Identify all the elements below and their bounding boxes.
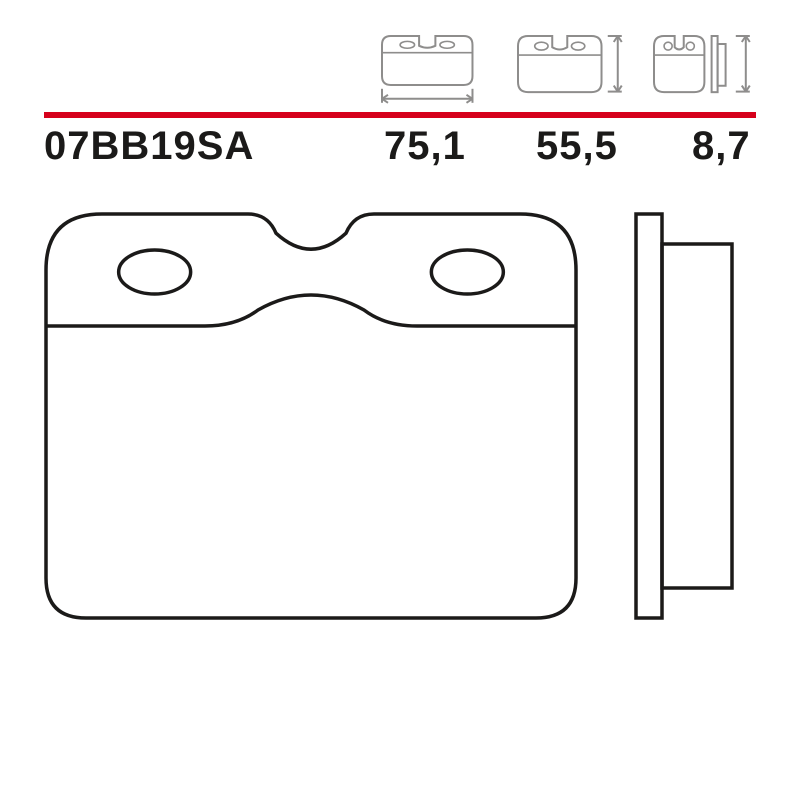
- dimension-height-value: 55,5: [536, 124, 618, 169]
- red-separator-rule: [44, 112, 756, 118]
- page-root: 07BB19SA 75,1 55,5 8,7: [0, 0, 800, 800]
- part-number: 07BB19SA: [44, 124, 254, 169]
- technical-drawing-svg: [0, 210, 800, 770]
- dimension-thickness-value: 8,7: [692, 124, 751, 169]
- dimension-width-value: 75,1: [384, 124, 466, 169]
- dimension-icons-row: [0, 34, 800, 110]
- dimension-icons-svg: [0, 34, 800, 114]
- technical-drawing-area: [0, 210, 800, 770]
